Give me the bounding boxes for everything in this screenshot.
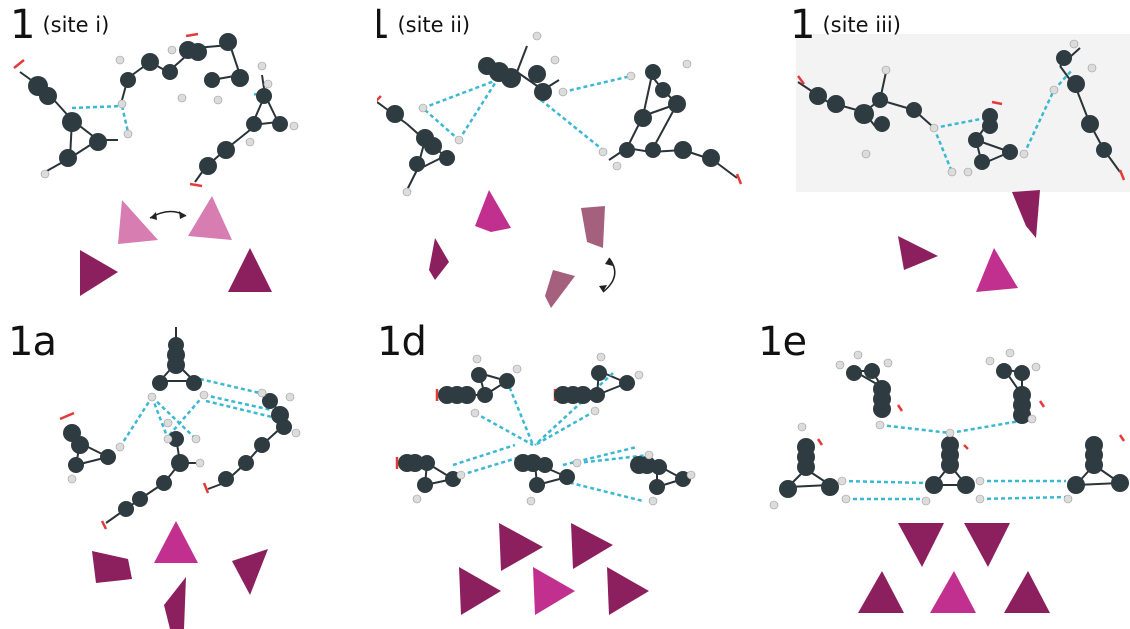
triangle-dark-2 bbox=[571, 523, 613, 569]
hydrogen-contacts bbox=[71, 92, 271, 133]
panel-label: 1 (site ii) bbox=[377, 2, 470, 48]
triangle-bright-1 bbox=[475, 190, 511, 232]
triangle-dark-1 bbox=[429, 238, 449, 280]
carbon-atoms bbox=[809, 50, 1112, 170]
panel-label: 1a bbox=[8, 319, 57, 365]
panel-label: 1 (site i) bbox=[10, 2, 109, 48]
hydrogen-contacts bbox=[422, 74, 632, 151]
panel-1-site-i: 1 (site i) bbox=[0, 0, 377, 315]
triangle-dark-up-2 bbox=[1004, 571, 1050, 613]
triangle-dark-1 bbox=[80, 250, 118, 296]
hydrogen-contacts bbox=[841, 417, 1069, 501]
panel-1-site-iii-drawing bbox=[797, 39, 1126, 292]
triangle-dark-1 bbox=[1012, 190, 1040, 238]
terminal-markers bbox=[13, 32, 203, 188]
carbon-atoms bbox=[28, 33, 288, 175]
terminal-markers bbox=[59, 411, 210, 530]
carbon-atoms bbox=[63, 337, 292, 517]
terminal-markers bbox=[797, 75, 1126, 181]
panel-1-site-ii-drawing bbox=[377, 31, 743, 308]
panel-1d: 1d bbox=[377, 315, 754, 629]
carbon-atoms bbox=[398, 365, 691, 495]
panel-1d-drawing bbox=[395, 352, 696, 615]
rotation-arrow-icon bbox=[602, 257, 616, 293]
panel-1a: 1a bbox=[0, 315, 377, 629]
triangle-dark-3 bbox=[164, 577, 186, 629]
panel-number: 1d bbox=[377, 319, 427, 365]
carbon-atoms bbox=[779, 363, 1129, 498]
panel-number: 1 bbox=[377, 2, 390, 48]
hydrogen-atoms bbox=[40, 45, 299, 179]
hydrogen-atoms bbox=[861, 39, 1097, 177]
panel-1e: 1e bbox=[754, 315, 1130, 629]
triangle-dark-2 bbox=[232, 549, 268, 595]
panel-label: 1d bbox=[377, 319, 427, 365]
triangle-dark-up-1 bbox=[858, 571, 904, 613]
triangle-light-2 bbox=[188, 196, 232, 240]
panel-number: 1e bbox=[758, 319, 807, 365]
triangle-grey-2 bbox=[545, 270, 575, 308]
terminal-markers bbox=[377, 95, 743, 185]
arrowhead-icon bbox=[599, 285, 607, 292]
panel-1-site-ii: 1 (site ii) bbox=[377, 0, 754, 315]
triangle-dark-3 bbox=[459, 567, 501, 615]
hydrogen-atoms bbox=[402, 31, 692, 197]
panel-number: 1 bbox=[10, 2, 35, 48]
bonds bbox=[377, 45, 738, 191]
hydrogen-atoms bbox=[412, 352, 696, 506]
panel-1a-drawing bbox=[59, 327, 301, 629]
panel-site: (site iii) bbox=[822, 13, 901, 37]
triangle-bright-1 bbox=[533, 567, 575, 615]
carbon-atoms bbox=[386, 57, 720, 172]
triangle-dark-down-1 bbox=[898, 523, 944, 567]
panel-1e-drawing bbox=[769, 348, 1129, 613]
triangle-dark-1 bbox=[92, 551, 132, 583]
terminal-markers bbox=[816, 400, 1126, 450]
triangle-dark-down-2 bbox=[964, 523, 1010, 567]
arrowhead-icon bbox=[179, 211, 186, 219]
triangle-bright-up-1 bbox=[930, 571, 976, 613]
panel-1-site-i-drawing bbox=[13, 32, 299, 296]
hydrogen-contacts bbox=[118, 377, 277, 448]
arrowhead-icon bbox=[150, 212, 157, 220]
triangle-bright-1 bbox=[976, 248, 1018, 292]
bonds bbox=[797, 47, 1121, 173]
triangle-dark-2 bbox=[228, 248, 272, 292]
triangle-dark-4 bbox=[607, 567, 649, 615]
panel-1-site-iii: 1 (site iii) bbox=[754, 0, 1130, 315]
triangle-dark-2 bbox=[898, 236, 938, 270]
triangle-dark-1 bbox=[499, 523, 543, 571]
arrowhead-icon bbox=[605, 258, 613, 266]
triangle-light-1 bbox=[118, 200, 158, 244]
triangle-grey-1 bbox=[581, 206, 605, 248]
hydrogen-contacts bbox=[932, 69, 1073, 173]
panel-background bbox=[796, 34, 1130, 192]
panel-number: 1a bbox=[8, 319, 57, 365]
panel-site: (site i) bbox=[42, 13, 110, 37]
triangle-bright-1 bbox=[154, 521, 198, 563]
panel-number: 1 bbox=[790, 2, 815, 48]
hydrogen-atoms bbox=[67, 388, 301, 484]
panel-site: (site ii) bbox=[397, 13, 471, 37]
panel-label: 1 (site iii) bbox=[790, 2, 901, 48]
hydrogen-atoms bbox=[769, 348, 1073, 510]
panel-label: 1e bbox=[758, 319, 807, 365]
